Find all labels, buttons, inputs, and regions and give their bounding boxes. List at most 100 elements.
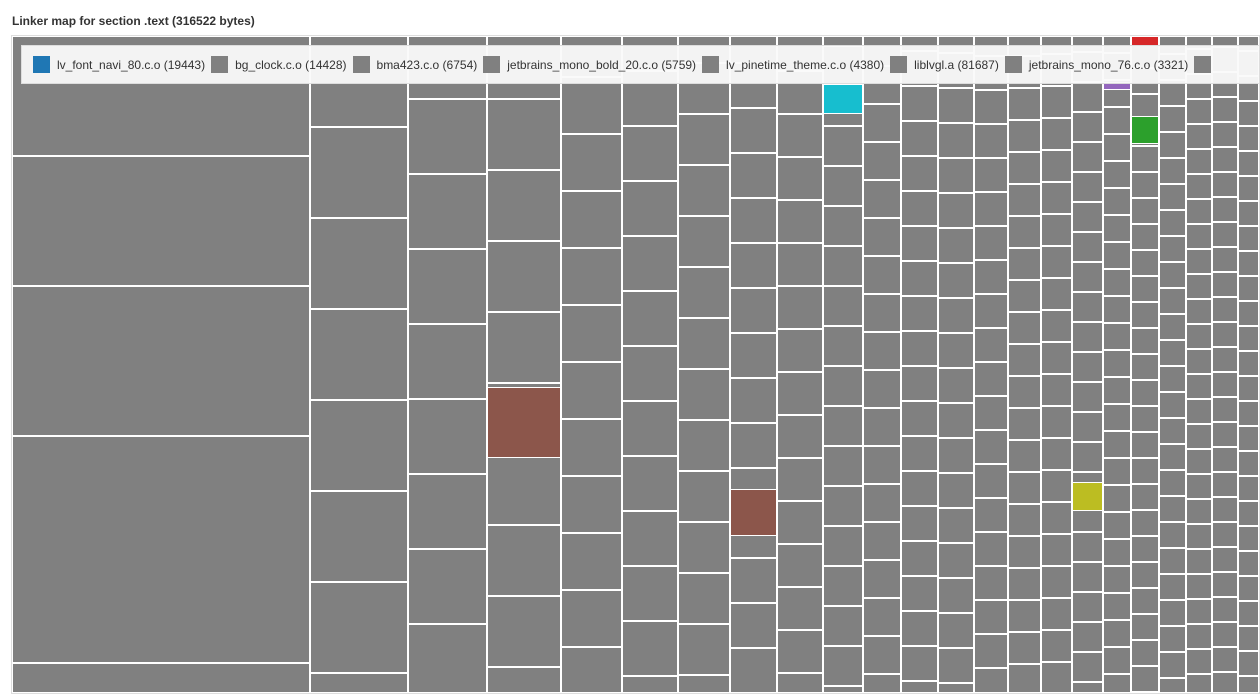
treemap-cell[interactable] [1131, 406, 1159, 432]
treemap-cell[interactable] [1186, 449, 1212, 474]
treemap-cell[interactable] [1159, 678, 1186, 693]
treemap-cell[interactable] [1159, 392, 1186, 418]
treemap-cell[interactable] [1041, 150, 1072, 182]
treemap-cell[interactable] [1238, 226, 1259, 251]
treemap-cell[interactable] [901, 401, 938, 436]
treemap-cell[interactable] [408, 249, 487, 324]
treemap-cell[interactable] [1041, 342, 1072, 374]
treemap-cell[interactable] [974, 396, 1008, 430]
treemap-cell[interactable] [1238, 151, 1259, 176]
treemap-cell[interactable] [730, 378, 777, 423]
treemap-cell[interactable] [1131, 224, 1159, 250]
treemap-cell[interactable] [1186, 374, 1212, 399]
treemap-cell[interactable] [777, 157, 823, 200]
treemap-cell[interactable] [1072, 562, 1103, 592]
treemap-cell[interactable] [561, 476, 622, 533]
treemap-cell[interactable] [1041, 182, 1072, 214]
treemap-cell[interactable] [730, 489, 777, 536]
treemap-cell[interactable] [1103, 458, 1131, 485]
treemap-cell[interactable] [974, 90, 1008, 124]
treemap-cell[interactable] [12, 156, 310, 286]
treemap-cell[interactable] [1186, 474, 1212, 499]
treemap-cell[interactable] [1159, 574, 1186, 600]
treemap-cell[interactable] [1212, 122, 1238, 147]
treemap-cell[interactable] [863, 142, 901, 180]
treemap-cell[interactable] [823, 686, 863, 693]
treemap-cell[interactable] [777, 372, 823, 415]
treemap-cell[interactable] [901, 86, 938, 121]
treemap-cell[interactable] [1103, 134, 1131, 161]
treemap-cell[interactable] [1008, 312, 1041, 344]
treemap-cell[interactable] [1212, 597, 1238, 622]
treemap-cell[interactable] [1041, 310, 1072, 342]
treemap-cell[interactable] [1186, 399, 1212, 424]
treemap-cell[interactable] [1212, 172, 1238, 197]
treemap-cell[interactable] [1186, 124, 1212, 149]
treemap-cell[interactable] [1131, 146, 1159, 172]
treemap-cell[interactable] [938, 263, 974, 298]
treemap-cell[interactable] [1159, 444, 1186, 470]
treemap-cell[interactable] [863, 408, 901, 446]
treemap-cell[interactable] [1103, 188, 1131, 215]
treemap-cell[interactable] [1008, 184, 1041, 216]
treemap-cell[interactable] [1186, 524, 1212, 549]
treemap-cell[interactable] [622, 621, 678, 676]
treemap-cell[interactable] [561, 362, 622, 419]
treemap-cell[interactable] [1072, 622, 1103, 652]
treemap-cell[interactable] [777, 587, 823, 630]
treemap-cell[interactable] [1131, 380, 1159, 406]
treemap-cell[interactable] [1186, 624, 1212, 649]
treemap-cell[interactable] [310, 309, 408, 400]
treemap-cell[interactable] [730, 288, 777, 333]
treemap-cell[interactable] [561, 77, 622, 134]
treemap-cell[interactable] [1008, 408, 1041, 440]
treemap-cell[interactable] [1159, 366, 1186, 392]
treemap-cell[interactable] [678, 216, 730, 267]
treemap-cell[interactable] [938, 438, 974, 473]
treemap-cell[interactable] [1186, 574, 1212, 599]
treemap-cell[interactable] [974, 226, 1008, 260]
treemap-cell[interactable] [901, 681, 938, 693]
treemap-cell[interactable] [1212, 672, 1238, 693]
treemap-cell[interactable] [487, 525, 561, 596]
treemap-cell[interactable] [1186, 349, 1212, 374]
treemap-cell[interactable] [823, 286, 863, 326]
treemap-cell[interactable] [1103, 431, 1131, 458]
treemap-cell[interactable] [1238, 576, 1259, 601]
treemap-cell[interactable] [1186, 99, 1212, 124]
treemap-cell[interactable] [1131, 510, 1159, 536]
treemap-cell[interactable] [1103, 269, 1131, 296]
treemap-cell[interactable] [622, 401, 678, 456]
treemap-cell[interactable] [823, 126, 863, 166]
treemap-cell[interactable] [730, 648, 777, 693]
treemap-cell[interactable] [12, 663, 310, 693]
treemap-cell[interactable] [678, 369, 730, 420]
treemap-cell[interactable] [1159, 236, 1186, 262]
treemap-cell[interactable] [678, 420, 730, 471]
treemap-cell[interactable] [622, 456, 678, 511]
treemap-cell[interactable] [1103, 107, 1131, 134]
treemap-cell[interactable] [974, 498, 1008, 532]
treemap-cell[interactable] [1131, 250, 1159, 276]
treemap-cell[interactable] [1238, 401, 1259, 426]
treemap-cell[interactable] [777, 286, 823, 329]
treemap-cell[interactable] [730, 198, 777, 243]
treemap-cell[interactable] [1159, 470, 1186, 496]
treemap-cell[interactable] [561, 305, 622, 362]
treemap-cell[interactable] [1186, 199, 1212, 224]
treemap-cell[interactable] [1212, 472, 1238, 497]
legend-item[interactable]: jetbrains_mono_bold_20.c.o (5759) [483, 56, 696, 73]
treemap-cell[interactable] [622, 511, 678, 566]
treemap-cell[interactable] [974, 158, 1008, 192]
treemap-cell[interactable] [1103, 215, 1131, 242]
treemap-cell[interactable] [310, 582, 408, 673]
treemap-cell[interactable] [938, 333, 974, 368]
treemap-cell[interactable] [310, 218, 408, 309]
treemap-cell[interactable] [901, 576, 938, 611]
treemap-cell[interactable] [730, 558, 777, 603]
treemap-cell[interactable] [1212, 572, 1238, 597]
treemap-cell[interactable] [1072, 112, 1103, 142]
treemap-cell[interactable] [1186, 149, 1212, 174]
treemap-cell[interactable] [408, 624, 487, 693]
treemap-cell[interactable] [863, 294, 901, 332]
